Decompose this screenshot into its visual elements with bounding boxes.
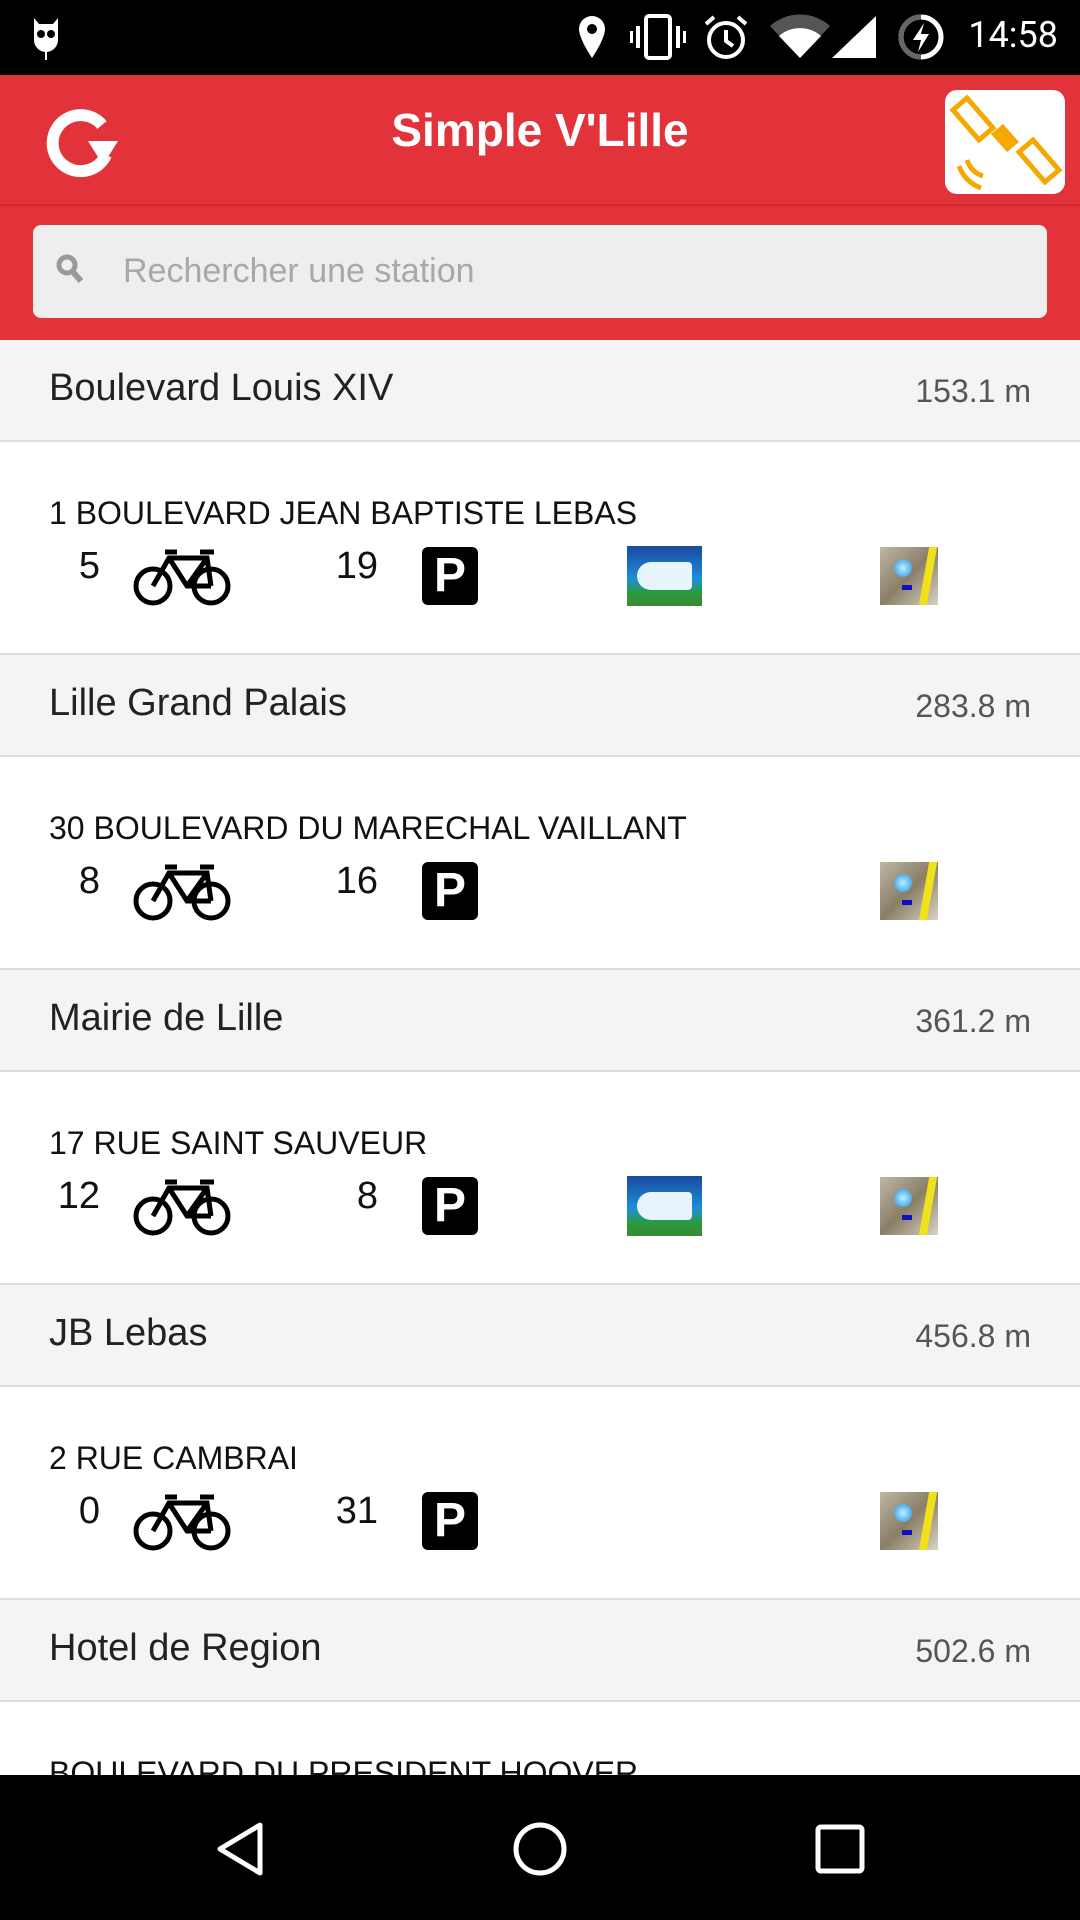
parking-icon: P	[422, 862, 478, 920]
clock: 14:58	[968, 14, 1058, 56]
station-name: Lille Grand Palais	[49, 682, 347, 724]
search-bar	[0, 206, 1080, 340]
station-distance: 502.6 m	[915, 1633, 1031, 1669]
home-icon[interactable]	[510, 1819, 570, 1879]
station-address: 1 BOULEVARD JEAN BAPTISTE LEBAS	[49, 495, 638, 531]
station-name: Boulevard Louis XIV	[49, 367, 394, 409]
available-bikes: 8	[78, 860, 100, 902]
station-header[interactable]: Mairie de Lille 361.2 m	[0, 970, 1080, 1072]
search-icon	[56, 254, 84, 283]
station-distance: 361.2 m	[915, 1003, 1031, 1039]
station-details[interactable]: 30 BOULEVARD DU MARECHAL VAILLANT 8 16 P	[0, 757, 1080, 970]
station-header[interactable]: Lille Grand Palais 283.8 m	[0, 655, 1080, 757]
available-bikes: 0	[78, 1490, 100, 1532]
station-address: BOULEVARD DU PRESIDENT HOOVER	[49, 1755, 639, 1775]
parking-icon: P	[422, 1492, 478, 1550]
station-name: Hotel de Region	[49, 1627, 322, 1669]
station-name: JB Lebas	[49, 1312, 208, 1354]
bike-icon	[132, 860, 232, 922]
station-header[interactable]: Hotel de Region 502.6 m	[0, 1600, 1080, 1702]
battery-charging-icon	[898, 14, 944, 60]
station-name: Mairie de Lille	[49, 997, 284, 1039]
station-details[interactable]: 2 RUE CAMBRAI 0 31 P	[0, 1387, 1080, 1600]
signal-icon	[832, 16, 876, 58]
bike-icon	[132, 1175, 232, 1237]
available-bikes: 12	[57, 1175, 100, 1217]
available-stands: 8	[356, 1175, 378, 1217]
station-address: 17 RUE SAINT SAUVEUR	[49, 1125, 428, 1161]
card-payment-icon	[627, 546, 702, 606]
station-address: 30 BOULEVARD DU MARECHAL VAILLANT	[49, 810, 687, 846]
location-icon	[579, 16, 605, 58]
gps-satellite-icon	[949, 94, 1063, 191]
station-distance: 283.8 m	[915, 688, 1031, 724]
app-title: Simple V'Lille	[391, 104, 689, 156]
vibrate-icon	[630, 14, 686, 60]
station-details[interactable]: 1 BOULEVARD JEAN BAPTISTE LEBAS 5 19 P	[0, 442, 1080, 655]
wifi-icon	[770, 14, 830, 58]
station-address: 2 RUE CAMBRAI	[49, 1440, 298, 1476]
available-stands: 19	[335, 545, 378, 587]
station-details[interactable]: BOULEVARD DU PRESIDENT HOOVER	[0, 1702, 1080, 1775]
station-header[interactable]: Boulevard Louis XIV 153.1 m	[0, 340, 1080, 442]
back-icon[interactable]	[210, 1819, 270, 1879]
bike-icon	[132, 545, 232, 607]
map-icon[interactable]	[880, 1492, 938, 1550]
refresh-icon[interactable]	[44, 103, 124, 183]
bike-icon	[132, 1490, 232, 1552]
station-header[interactable]: JB Lebas 456.8 m	[0, 1285, 1080, 1387]
available-bikes: 5	[78, 545, 100, 587]
available-stands: 16	[335, 860, 378, 902]
gps-button[interactable]	[945, 90, 1065, 194]
status-bar: 14:58	[0, 0, 1080, 75]
search-field[interactable]	[33, 225, 1047, 318]
app-bar: Simple V'Lille	[0, 75, 1080, 206]
navigation-bar	[0, 1775, 1080, 1920]
search-input[interactable]	[123, 225, 1023, 318]
map-icon[interactable]	[880, 547, 938, 605]
map-icon[interactable]	[880, 862, 938, 920]
recents-icon[interactable]	[810, 1819, 870, 1879]
map-icon[interactable]	[880, 1177, 938, 1235]
station-distance: 153.1 m	[915, 373, 1031, 409]
available-stands: 31	[335, 1490, 378, 1532]
parking-icon: P	[422, 1177, 478, 1235]
cyanogen-icon	[34, 18, 58, 60]
station-details[interactable]: 17 RUE SAINT SAUVEUR 12 8 P	[0, 1072, 1080, 1285]
card-payment-icon	[627, 1176, 702, 1236]
station-list[interactable]: Boulevard Louis XIV 153.1 m 1 BOULEVARD JE…	[0, 340, 1080, 1775]
station-distance: 456.8 m	[915, 1318, 1031, 1354]
alarm-icon	[704, 15, 748, 59]
parking-icon: P	[422, 547, 478, 605]
